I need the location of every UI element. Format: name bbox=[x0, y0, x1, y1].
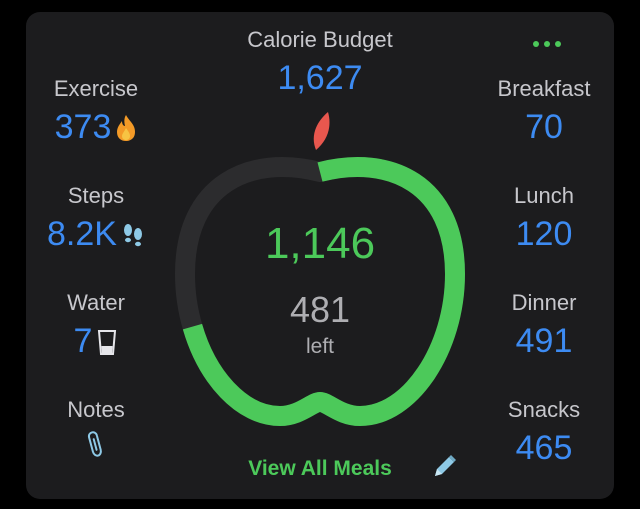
glass-icon bbox=[98, 329, 117, 355]
calorie-budget-value: 1,627 bbox=[277, 59, 363, 97]
water-stat[interactable]: 7 bbox=[16, 322, 176, 361]
calorie-widget-card: Calorie Budget 1,627 Exercise 373 Steps … bbox=[26, 12, 614, 499]
notes-label: Notes bbox=[67, 397, 125, 422]
dot-icon bbox=[555, 41, 561, 47]
more-options-button[interactable] bbox=[529, 37, 565, 51]
exercise-stat[interactable]: 373 bbox=[16, 108, 176, 147]
progress-arc bbox=[174, 157, 466, 427]
flame-icon bbox=[117, 114, 136, 141]
calories-remaining: 481 bbox=[289, 289, 351, 330]
exercise-value: 373 bbox=[54, 108, 112, 146]
water-label: Water bbox=[67, 290, 125, 315]
apple-leaf-icon bbox=[313, 112, 330, 150]
meal-label-snacks: Snacks bbox=[507, 397, 581, 422]
steps-value: 8.2K bbox=[47, 215, 117, 253]
meal-value-breakfast[interactable]: 70 bbox=[525, 108, 563, 146]
meal-label-dinner: Dinner bbox=[511, 290, 577, 315]
pencil-icon[interactable] bbox=[429, 452, 459, 482]
meal-value-snacks[interactable]: 465 bbox=[515, 429, 573, 467]
apple-progress-ring bbox=[174, 112, 466, 427]
paperclip-icon bbox=[87, 431, 102, 457]
calories-remaining-label: left bbox=[305, 335, 334, 358]
dot-icon bbox=[533, 41, 539, 47]
dot-icon bbox=[544, 41, 550, 47]
view-all-meals-link[interactable]: View All Meals bbox=[248, 457, 392, 480]
meal-label-lunch: Lunch bbox=[514, 183, 574, 208]
widget-title: Calorie Budget bbox=[247, 27, 393, 52]
calories-consumed: 1,146 bbox=[264, 219, 376, 268]
meal-label-breakfast: Breakfast bbox=[497, 76, 591, 101]
steps-stat[interactable]: 8.2K bbox=[16, 215, 176, 254]
meal-value-lunch[interactable]: 120 bbox=[515, 215, 573, 253]
notes-button[interactable] bbox=[16, 430, 176, 460]
steps-label: Steps bbox=[67, 183, 125, 208]
water-value: 7 bbox=[73, 322, 93, 360]
exercise-label: Exercise bbox=[53, 76, 139, 101]
footprints-icon bbox=[123, 223, 142, 246]
meal-value-dinner[interactable]: 491 bbox=[515, 322, 573, 360]
